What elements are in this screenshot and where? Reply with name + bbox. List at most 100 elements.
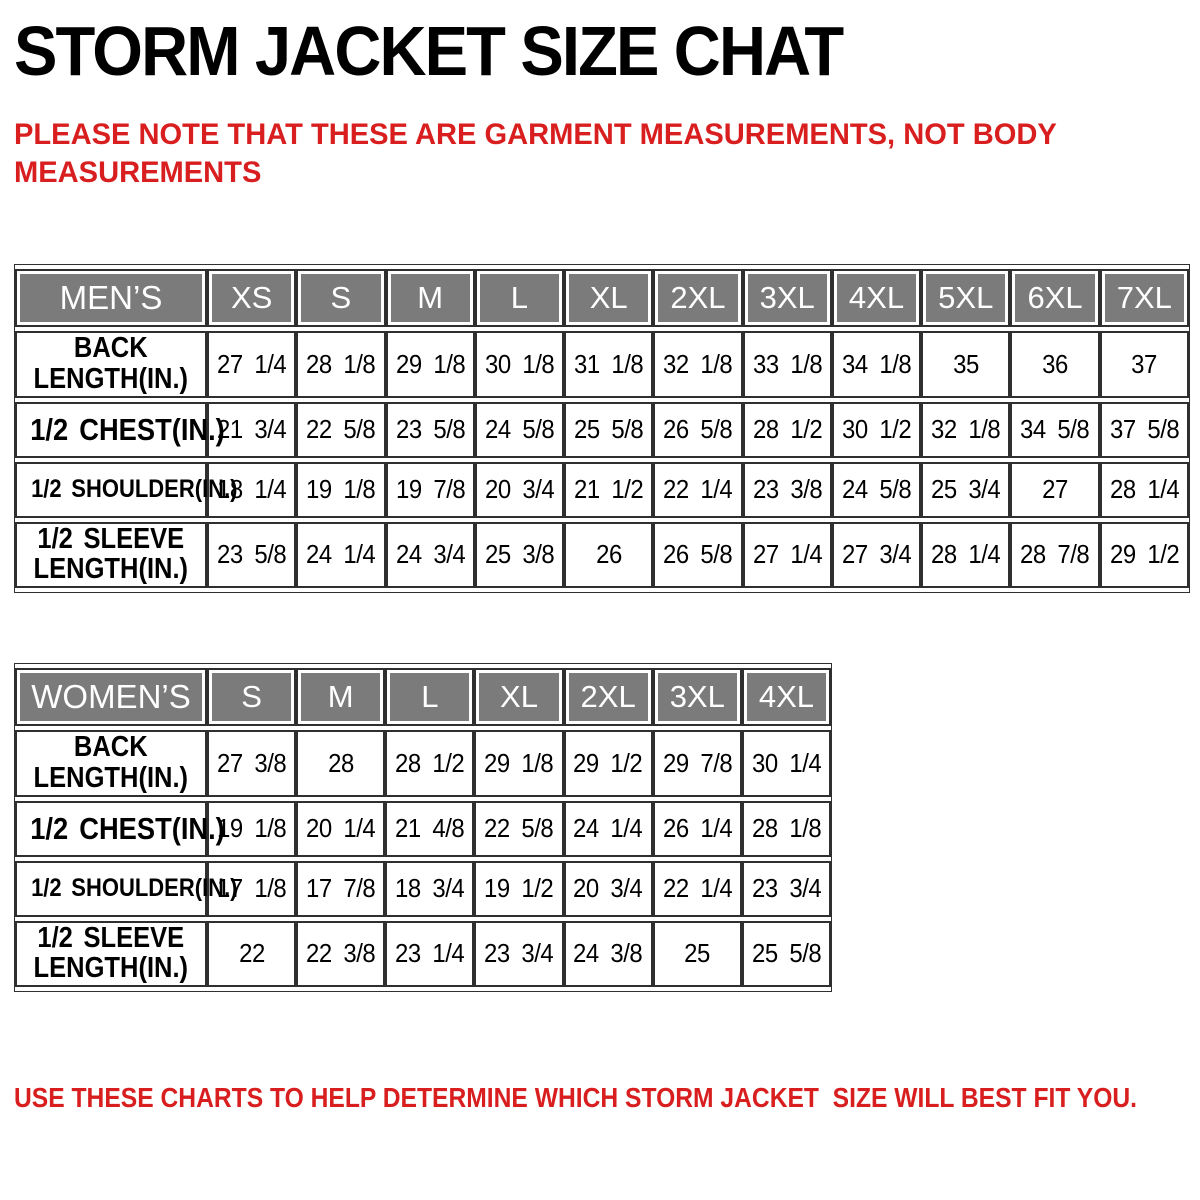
measurement-value: 23 1/4 — [395, 938, 465, 969]
size-header-cell: 2XL — [653, 269, 743, 328]
measurement-value: 29 1/8 — [484, 747, 554, 778]
measurement-value: 35 — [952, 348, 979, 379]
measurement-value: 23 3/4 — [751, 873, 822, 903]
measurement-cell: 30 1/4 — [741, 730, 831, 797]
measurement-cell: 28 1/4 — [1099, 461, 1189, 518]
measurement-cell: 33 1/8 — [742, 331, 832, 398]
measurement-row: 1/2 CHEST(IN.) 21 3/4 22 5/8 23 5/8 24 5/8 25… — [15, 401, 1189, 458]
measurement-cell: 24 1/4 — [296, 521, 386, 589]
size-header-cell: XS — [207, 269, 297, 328]
measurement-value: 29 1/2 — [1109, 539, 1180, 570]
measurement-cell: 19 1/8 — [296, 461, 386, 518]
measurement-cell: 28 1/2 — [742, 401, 832, 458]
row-label-cell: 1/2 CHEST(IN.) — [15, 401, 225, 458]
measurement-value: 17 1/8 — [216, 873, 287, 903]
measurement-cell: 34 5/8 — [1010, 401, 1100, 458]
row-label-cell: 1/2 SLEEVE LENGTH(IN.) — [15, 521, 207, 589]
measurement-value: 29 1/8 — [395, 348, 466, 379]
measurement-cell: 29 1/2 — [1099, 521, 1189, 589]
measurement-cell: 23 1/4 — [385, 920, 475, 987]
measurement-cell: 36 — [1010, 331, 1100, 398]
measurement-value: 21 3/4 — [216, 414, 287, 445]
measurement-cell: 22 5/8 — [474, 800, 564, 857]
measurement-cell: 34 1/8 — [831, 331, 922, 398]
measurement-cell: 21 4/8 — [385, 800, 475, 857]
measurement-value: 26 — [595, 539, 622, 570]
measurement-row: 1/2 SLEEVE LENGTH(IN.) 22 22 3/8 23 1/4 23 3/… — [15, 920, 831, 987]
measurement-row: 1/2 SHOULDER(IN.) 18 1/4 19 1/8 19 7/8 20 3/… — [15, 461, 1189, 518]
note-line-2: MEASUREMENTS — [14, 156, 262, 190]
measurement-cell: 26 5/8 — [653, 521, 743, 589]
measurement-cell: 27 — [1010, 461, 1100, 518]
measurement-cell: 29 7/8 — [652, 730, 742, 797]
measurement-value: 25 3/4 — [931, 474, 1001, 505]
row-label-cell: BACK LENGTH(IN.) — [15, 730, 207, 797]
measurement-value: 23 3/8 — [752, 474, 823, 505]
measurement-value: 20 3/4 — [573, 873, 643, 903]
measurement-value: 30 1/4 — [751, 747, 822, 778]
measurement-value: 28 1/2 — [752, 414, 823, 445]
measurement-cell: 18 3/4 — [385, 860, 475, 917]
garment-measurement-note: PLEASE NOTE THAT THESE ARE GARMENT MEASU… — [14, 116, 1164, 192]
size-header-cell: 4XL — [831, 269, 922, 328]
measurement-value: 27 — [1042, 474, 1068, 505]
womens-size-table: WOMEN’S S M L XL 2XL 3XL 4XL BACK LENGTH(IN.) 27 3… — [14, 663, 832, 992]
measurement-cell: 23 5/8 — [207, 521, 297, 589]
measurement-cell: 28 1/2 — [385, 730, 475, 797]
measurement-value: 33 1/8 — [752, 348, 823, 379]
size-header-cell: S — [296, 269, 386, 328]
measurement-value: 28 — [327, 747, 354, 778]
measurement-cell: 30 1/2 — [831, 401, 922, 458]
size-header-cell: L — [474, 269, 565, 328]
measurement-value: 25 3/8 — [484, 539, 555, 570]
measurement-cell: 18 1/4 — [207, 461, 297, 518]
measurement-value: 36 — [1042, 348, 1068, 379]
row-label-cell: BACK LENGTH(IN.) — [15, 331, 207, 398]
measurement-value: 18 1/4 — [216, 474, 287, 505]
measurement-cell: 25 3/4 — [921, 461, 1011, 518]
measurement-value: 28 1/2 — [395, 747, 465, 778]
measurement-value: 23 5/8 — [395, 414, 466, 445]
measurement-value: 25 5/8 — [751, 938, 822, 969]
measurement-cell: 28 1/8 — [741, 800, 831, 857]
measurement-value: 27 1/4 — [752, 539, 823, 570]
size-header-cell: XL — [564, 269, 654, 328]
measurement-value: 19 1/2 — [484, 873, 554, 903]
measurement-cell: 31 1/8 — [564, 331, 654, 398]
measurement-value: 28 1/8 — [306, 348, 376, 379]
size-header-cell: S — [207, 668, 297, 727]
row-label-text: 1/2 SHOULDER(IN.) — [31, 475, 238, 504]
measurement-value: 30 1/8 — [484, 348, 555, 379]
measurement-cell: 30 1/8 — [474, 331, 565, 398]
measurement-value: 23 3/4 — [484, 938, 554, 969]
measurement-value: 37 — [1131, 348, 1158, 379]
measurement-cell: 25 3/8 — [474, 521, 565, 589]
measurement-cell: 19 7/8 — [385, 461, 475, 518]
measurement-value: 37 5/8 — [1109, 414, 1180, 445]
measurement-value: 26 5/8 — [663, 539, 733, 570]
measurement-value: 28 7/8 — [1020, 539, 1090, 570]
measurement-cell: 27 3/4 — [831, 521, 922, 589]
measurement-cell: 26 1/4 — [652, 800, 742, 857]
measurement-value: 31 1/8 — [574, 348, 644, 379]
measurement-row: 1/2 SLEEVE LENGTH(IN.) 23 5/8 24 1/4 24 3/4 2… — [15, 521, 1189, 589]
measurement-cell: 24 3/8 — [563, 920, 653, 987]
fit-guidance-note: USE THESE CHARTS TO HELP DETERMINE WHICH… — [14, 1081, 1138, 1113]
men-size-header-row: MEN’S XS S M L XL 2XL 3XL 4XL 5XL 6XL 7XL — [15, 269, 1189, 328]
measurement-cell: 28 — [296, 730, 386, 797]
measurement-cell: 25 — [652, 920, 742, 987]
row-label-text: 1/2 SLEEVE LENGTH(IN.) — [33, 522, 189, 586]
measurement-value: 20 3/4 — [484, 474, 555, 505]
measurement-value: 24 5/8 — [841, 474, 912, 505]
measurement-value: 24 3/8 — [573, 938, 643, 969]
measurement-value: 24 1/4 — [306, 539, 376, 570]
measurement-cell: 29 1/8 — [474, 730, 564, 797]
measurement-row: 1/2 SHOULDER(IN.) 17 1/8 17 7/8 18 3/4 19 1/… — [15, 860, 831, 917]
women-size-header-row: WOMEN’S S M L XL 2XL 3XL 4XL — [15, 668, 831, 727]
size-header-cell: 4XL — [741, 668, 831, 727]
measurement-cell: 27 3/8 — [207, 730, 297, 797]
measurement-value: 25 — [684, 938, 711, 969]
measurement-cell: 28 1/4 — [921, 521, 1011, 589]
size-header-cell: M — [385, 269, 475, 328]
measurement-cell: 22 — [207, 920, 297, 987]
